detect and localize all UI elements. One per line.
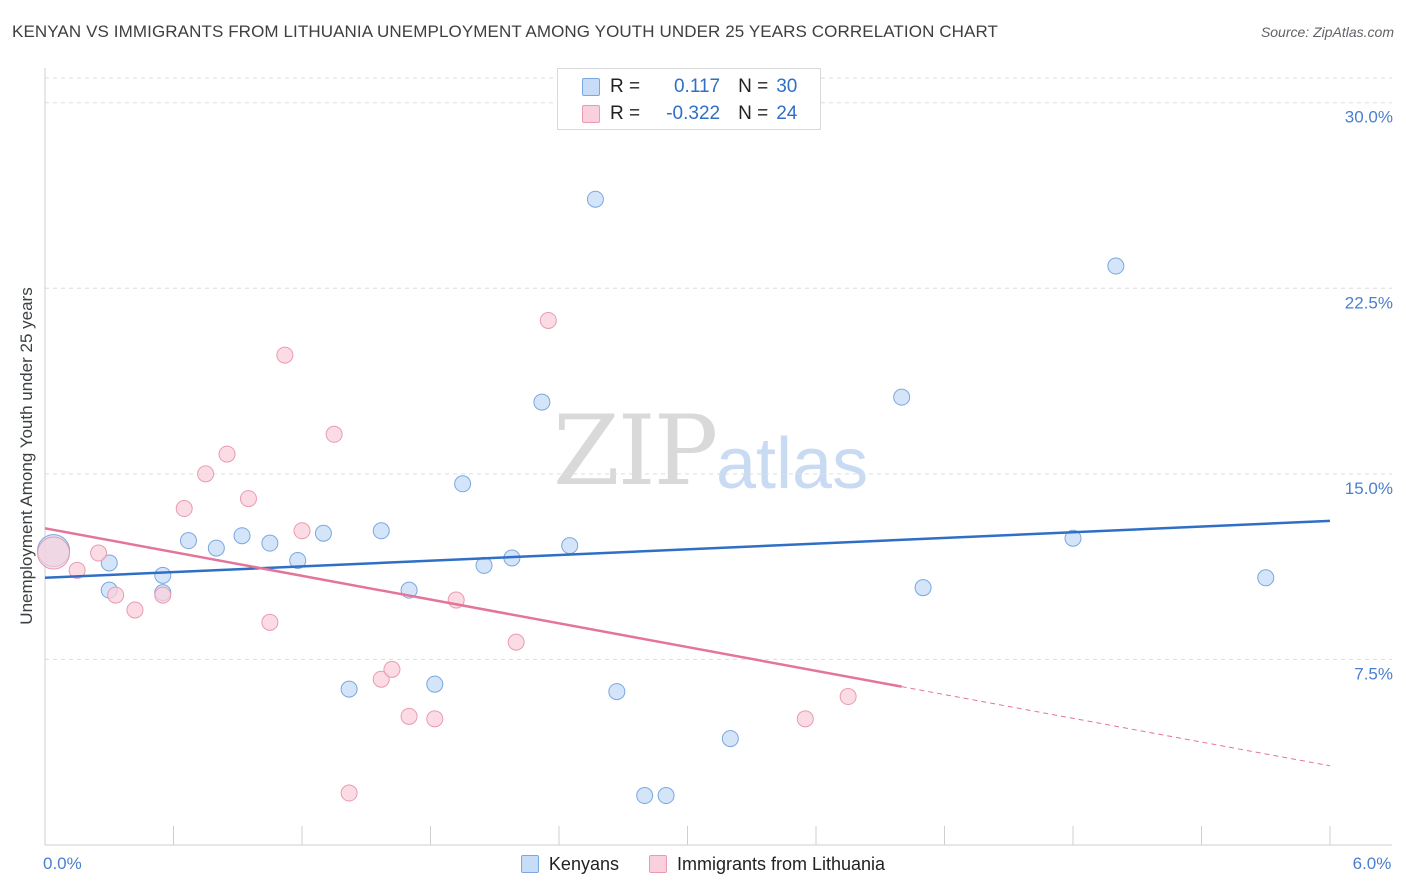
kenyans-point: [179, 532, 197, 550]
kenyans-point: [586, 190, 604, 208]
x-tick-label: 6.0%: [1353, 854, 1392, 873]
lithuania-trendline: [44, 527, 902, 688]
lithuania-point: [325, 425, 343, 443]
stats-row-lithuania: R = -0.322 N = 24: [582, 103, 797, 125]
kenyans-point: [314, 524, 332, 542]
lithuania-point: [175, 500, 193, 518]
kenyans-point: [340, 680, 358, 698]
lithuania-point: [400, 707, 418, 725]
kenyans-point: [721, 730, 739, 748]
lithuania-point: [90, 544, 108, 562]
stats-legend: R = 0.117 N = 30 R = -0.322 N = 24: [557, 68, 821, 130]
legend-label-lithuania: Immigrants from Lithuania: [676, 853, 886, 874]
watermark-atlas: atlas: [716, 424, 869, 504]
lithuania-point: [154, 586, 172, 604]
kenyans-point: [100, 554, 118, 572]
lithuania-point: [218, 445, 236, 463]
n-label: N =: [738, 103, 769, 124]
lithuania-point: [539, 311, 557, 329]
y-tick-label: 7.5%: [1354, 664, 1393, 683]
kenyans-point: [893, 388, 911, 406]
lithuania-point: [839, 688, 857, 706]
y-tick-label: 22.5%: [1345, 293, 1393, 312]
lithuania-point: [426, 710, 444, 728]
lithuania-point: [796, 710, 814, 728]
x-tick-label: 0.0%: [43, 854, 82, 873]
kenyans-point: [207, 539, 225, 557]
kenyans-point: [426, 675, 444, 693]
lithuania-trendline-extension: [901, 686, 1331, 767]
kenyans-point: [608, 683, 626, 701]
kenyans-point: [1064, 529, 1082, 547]
legend-item-kenyans[interactable]: Kenyans: [520, 853, 619, 875]
stats-row-kenyans: R = 0.117 N = 30: [582, 76, 797, 98]
legend-label-kenyans: Kenyans: [548, 853, 619, 874]
kenyans-n-value: 30: [776, 76, 798, 97]
lithuania-point: [293, 522, 311, 540]
lithuania-legend-swatch: [648, 855, 667, 873]
legend-item-lithuania[interactable]: Immigrants from Lithuania: [648, 853, 886, 875]
kenyans-point: [154, 566, 172, 584]
lithuania-swatch: [582, 105, 600, 123]
kenyans-point: [233, 527, 251, 545]
kenyans-point: [914, 579, 932, 597]
kenyans-point: [372, 522, 390, 540]
lithuania-point: [126, 601, 144, 619]
lithuania-point: [340, 784, 358, 802]
kenyans-point: [1107, 257, 1125, 275]
lithuania-point: [276, 346, 294, 364]
kenyans-legend-swatch: [520, 855, 539, 873]
kenyans-point: [289, 551, 307, 569]
r-label: R =: [610, 76, 641, 97]
kenyans-point: [454, 475, 472, 493]
kenyans-r-value: 0.117: [673, 76, 721, 97]
lithuania-point: [197, 465, 215, 483]
kenyans-point: [261, 534, 279, 552]
lithuania-point: [261, 613, 279, 631]
watermark-zip: ZIP: [553, 395, 718, 507]
y-tick-label: 30.0%: [1345, 108, 1393, 127]
source-credit: Source: ZipAtlas.com: [1260, 24, 1394, 40]
lithuania-r-value: -0.322: [666, 103, 721, 124]
kenyans-point: [636, 787, 654, 805]
series-legend: Kenyans Immigrants from Lithuania: [0, 851, 1406, 877]
lithuania-point: [383, 660, 401, 678]
kenyans-point: [1257, 569, 1275, 587]
lithuania-point: [107, 586, 125, 604]
lithuania-point: [239, 490, 257, 508]
r-label: R =: [610, 103, 641, 124]
y-tick-label: 15.0%: [1345, 479, 1393, 498]
kenyans-point: [657, 787, 675, 805]
lithuania-n-value: 24: [776, 103, 798, 124]
y-axis-label: Unemployment Among Youth under 25 years: [17, 287, 36, 625]
lithuania-point: [37, 536, 71, 570]
kenyans-point: [533, 393, 551, 411]
chart-title: KENYAN VS IMMIGRANTS FROM LITHUANIA UNEM…: [12, 22, 999, 41]
kenyans-point: [561, 537, 579, 555]
lithuania-point: [68, 561, 86, 579]
lithuania-point: [372, 670, 390, 688]
n-label: N =: [738, 76, 769, 97]
lithuania-point: [507, 633, 525, 651]
kenyans-swatch: [582, 78, 600, 96]
